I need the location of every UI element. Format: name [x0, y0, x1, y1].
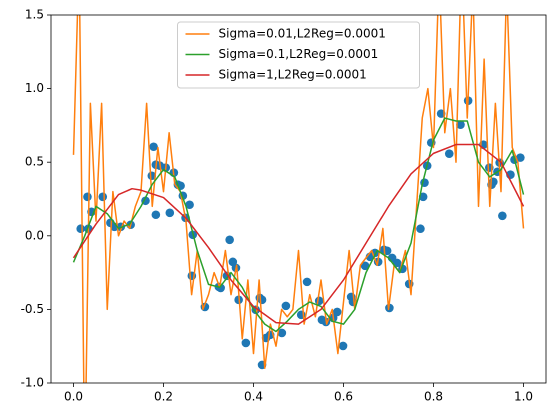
x-tick-label: 0.2 [154, 390, 173, 404]
x-tick-label: 0.0 [64, 390, 83, 404]
scatter-point [225, 235, 234, 245]
x-tick-label: 0.4 [244, 390, 263, 404]
scatter-point [416, 224, 425, 234]
scatter-point [360, 261, 370, 271]
scatter-point [444, 149, 454, 158]
scatter-point [149, 142, 158, 152]
y-tick-label: 1.0 [25, 81, 44, 95]
y-tick-label: 0.0 [25, 228, 44, 242]
scatter-point [516, 153, 525, 162]
scatter-point [302, 277, 312, 287]
x-tick-label: 0.8 [424, 390, 443, 404]
scatter-point [456, 120, 465, 129]
series-line [72, 143, 525, 325]
axes-frame [50, 14, 547, 384]
scatter-point [257, 295, 267, 305]
scatter-point [241, 338, 251, 348]
scatter-point [338, 341, 348, 351]
legend-label: Sigma=1,L2Reg=0.0001 [219, 68, 367, 82]
scatter-point [332, 307, 342, 317]
x-tick-label: 0.6 [334, 390, 353, 404]
x-tick-label: 1.0 [514, 390, 533, 404]
scatter-point [165, 208, 175, 218]
y-tick-label: 0.5 [25, 155, 44, 169]
scatter-point [98, 192, 108, 202]
series-line [72, 15, 525, 383]
legend-label: Sigma=0.1,L2Reg=0.0001 [219, 47, 379, 61]
plot-content [72, 15, 525, 383]
scatter-point [185, 200, 194, 210]
legend-label: Sigma=0.01,L2Reg=0.0001 [219, 27, 386, 41]
scatter-point [251, 305, 261, 315]
scatter-point [498, 211, 507, 221]
y-tick-label: 1.5 [25, 8, 44, 22]
scatter-point [281, 301, 291, 311]
y-tick-label: -0.5 [21, 302, 44, 316]
scatter-point [151, 210, 161, 220]
scatter-point [83, 192, 92, 202]
legend-box [177, 21, 420, 89]
series-line [72, 117, 525, 333]
scatter-point [76, 224, 85, 234]
y-tick-label: -1.0 [21, 376, 44, 390]
scatter-point [147, 171, 157, 181]
scatter-point [277, 328, 287, 338]
